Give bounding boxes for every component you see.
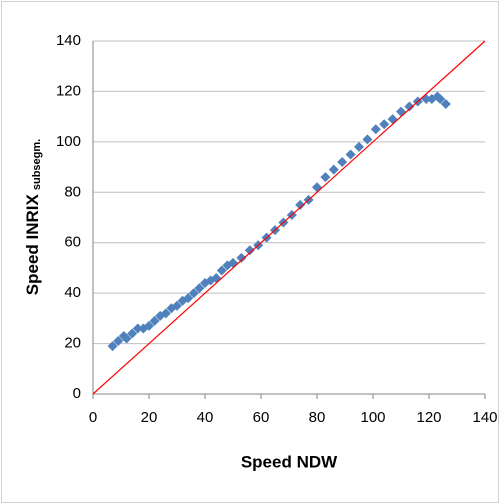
y-tick-label: 80 [64, 183, 81, 200]
scatter-point [435, 93, 446, 104]
x-tick-label: 140 [472, 409, 497, 426]
scatter-point [113, 336, 124, 347]
y-tick-label: 0 [73, 385, 81, 402]
y-tick-label: 60 [64, 234, 81, 251]
x-tick-label: 20 [141, 409, 158, 426]
scatter-point [188, 288, 199, 299]
scatter-point [149, 315, 160, 326]
x-axis-title: Speed NDW [241, 452, 338, 471]
x-tick-label: 80 [309, 409, 326, 426]
x-tick-label: 100 [360, 409, 385, 426]
y-tick-label: 140 [56, 32, 81, 49]
y-axis-title: Speed INRIX subsegm. [23, 139, 42, 295]
scatter-point [127, 328, 138, 339]
scatter-point [295, 199, 306, 210]
x-tick-label: 60 [253, 409, 270, 426]
x-tick-label: 0 [89, 409, 97, 426]
y-tick-label: 40 [64, 284, 81, 301]
scatter-point [440, 99, 451, 110]
scatter-point [107, 341, 118, 352]
scatter-point [194, 283, 205, 294]
scatter-point [244, 245, 255, 256]
y-axis-title-main: Speed INRIX [23, 193, 42, 295]
scatter-point [160, 308, 171, 319]
scatter-point [345, 149, 356, 160]
scatter-point [121, 333, 132, 344]
scatter-point [337, 157, 348, 168]
scatter-point [216, 265, 227, 276]
y-tick-label: 20 [64, 335, 81, 352]
scatter-point [183, 293, 194, 304]
y-tick-label: 100 [56, 133, 81, 150]
scatter-point [328, 164, 339, 175]
x-tick-label: 40 [197, 409, 214, 426]
scatter-point [132, 323, 143, 334]
y-axis-title-sub: subsegm. [31, 139, 43, 190]
scatter-point [379, 119, 390, 130]
scatter-point [172, 300, 182, 311]
x-tick-label: 120 [416, 409, 441, 426]
scatter-point [370, 124, 381, 135]
scatter-point [236, 252, 247, 263]
y-tick-label: 120 [56, 82, 81, 99]
reference-line [92, 40, 486, 395]
scatter-point [320, 172, 331, 183]
scatter-point [404, 101, 415, 112]
scatter-point [362, 134, 373, 145]
scatter-point [354, 141, 364, 152]
scatter-point [144, 320, 154, 331]
